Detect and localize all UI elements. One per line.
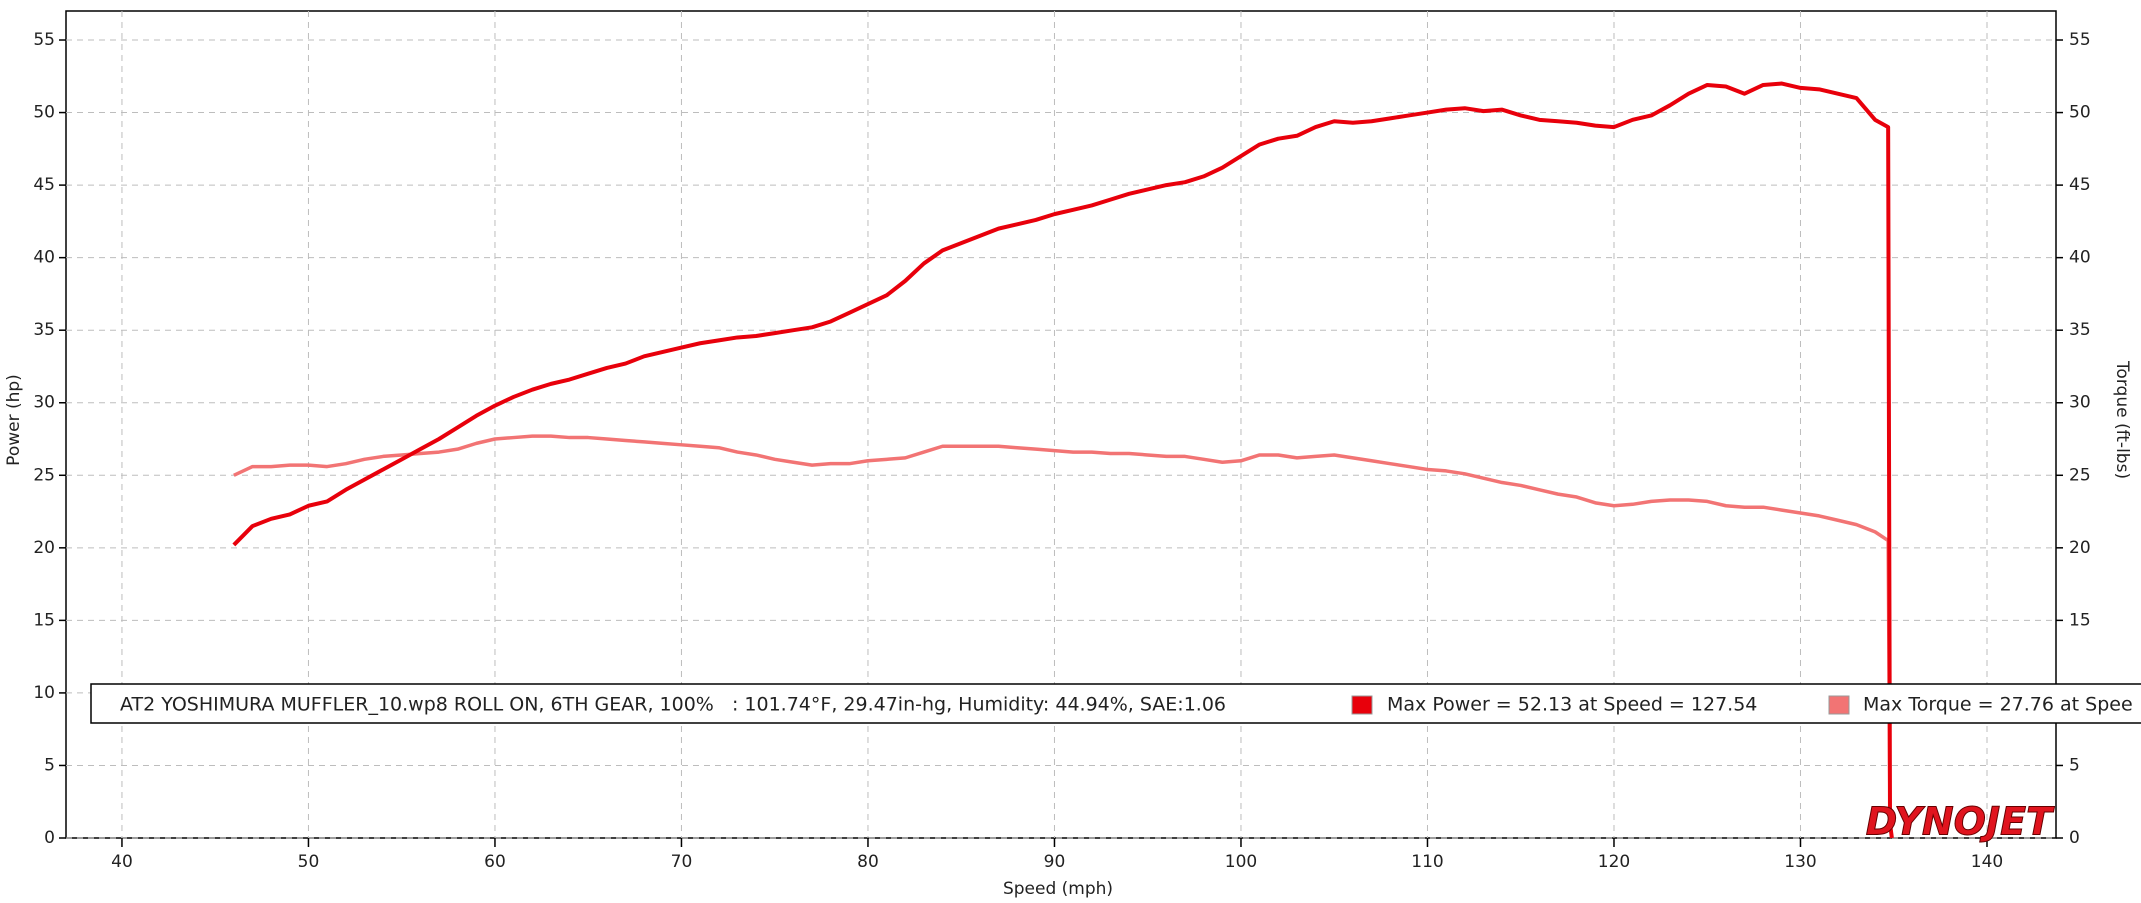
y2-tick-label: 25 bbox=[2069, 465, 2091, 485]
y2-tick-label: 15 bbox=[2069, 610, 2091, 630]
y-tick-label: 50 bbox=[33, 103, 55, 123]
y-tick-label: 30 bbox=[33, 393, 55, 413]
y2-tick-label: 55 bbox=[2069, 30, 2091, 50]
legend-marker bbox=[1351, 695, 1373, 715]
y2-tick-label: 20 bbox=[2069, 538, 2091, 558]
y-tick-label: 40 bbox=[33, 248, 55, 268]
y2-tick-label: 50 bbox=[2069, 103, 2091, 123]
y2-tick-label: 40 bbox=[2069, 248, 2091, 268]
y-tick-label: 25 bbox=[33, 465, 55, 485]
x-tick-label: 50 bbox=[298, 852, 320, 872]
y-tick-label: 35 bbox=[33, 320, 55, 340]
y-tick-label: 5 bbox=[44, 755, 55, 775]
x-tick-label: 100 bbox=[1225, 852, 1257, 872]
x-tick-label: 60 bbox=[484, 852, 506, 872]
x-tick-label: 90 bbox=[1044, 852, 1066, 872]
x-tick-label: 110 bbox=[1411, 852, 1443, 872]
y-tick-label: 0 bbox=[44, 828, 55, 848]
x-tick-label: 40 bbox=[111, 852, 133, 872]
series-line bbox=[233, 434, 1894, 839]
legend-label: Max Torque = 27.76 at Spee bbox=[1863, 694, 2133, 716]
y2-tick-label: 35 bbox=[2069, 320, 2091, 340]
y2-tick-label: 0 bbox=[2069, 828, 2080, 848]
series-line bbox=[232, 81, 1894, 839]
y2-tick-label: 45 bbox=[2069, 175, 2091, 195]
x-tick-label: 140 bbox=[1971, 852, 2003, 872]
y2-tick-label: 5 bbox=[2069, 755, 2080, 775]
y-tick-label: 45 bbox=[33, 175, 55, 195]
x-tick-label: 80 bbox=[857, 852, 879, 872]
x-tick-label: 120 bbox=[1598, 852, 1630, 872]
logo: DYNOJET bbox=[1866, 800, 2055, 844]
y2-tick-label: 30 bbox=[2069, 393, 2091, 413]
y-tick-label: 55 bbox=[33, 30, 55, 50]
legend-label: Max Power = 52.13 at Speed = 127.54 bbox=[1387, 694, 1757, 716]
y-axis-label: Power (hp) bbox=[4, 374, 24, 466]
x-tick-label: 130 bbox=[1784, 852, 1816, 872]
x-tick-label: 70 bbox=[671, 852, 693, 872]
y2-axis-label: Torque (ft-lbs) bbox=[2112, 360, 2132, 479]
y-tick-label: 15 bbox=[33, 610, 55, 630]
y-tick-label: 10 bbox=[33, 683, 55, 703]
legend-marker bbox=[1828, 695, 1850, 715]
legend-run-info: AT2 YOSHIMURA MUFFLER_10.wp8 ROLL ON, 6T… bbox=[120, 694, 1226, 716]
x-axis-label: Speed (mph) bbox=[1003, 879, 1113, 899]
y-tick-label: 20 bbox=[33, 538, 55, 558]
legend-box bbox=[90, 683, 2141, 724]
lines bbox=[232, 81, 1894, 839]
